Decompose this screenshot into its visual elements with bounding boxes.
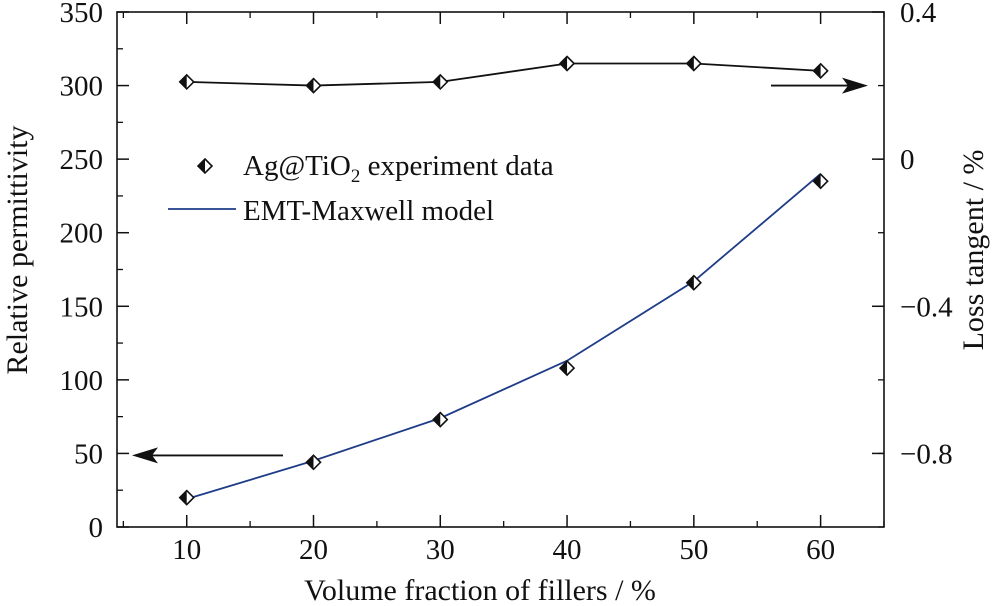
marker-fill: [433, 412, 441, 427]
series-layer: [178, 55, 829, 506]
x-tick-label: 30: [426, 534, 455, 566]
axis-ticks: [117, 11, 885, 528]
experiment-point: [305, 454, 322, 471]
y-axis-right-title: Loss tangent / %: [957, 150, 990, 351]
legend-marker-experiment: [196, 157, 214, 175]
loss-tangent-point: [305, 77, 322, 94]
y-right-tick-label: 0: [900, 144, 915, 176]
loss-tangent-point: [178, 73, 195, 91]
marker-fill: [560, 361, 568, 376]
y-left-tick-label: 50: [74, 438, 103, 470]
loss-tangent-point: [432, 73, 449, 91]
marker-fill: [306, 455, 314, 470]
x-tick-label: 40: [553, 534, 582, 566]
plot-frame: [116, 11, 885, 528]
arrow-left-head: [132, 447, 158, 464]
loss-tangent-point: [812, 62, 829, 79]
y-left-tick-label: 0: [89, 512, 104, 544]
experiment-point: [685, 274, 702, 291]
loss-tangent-point: [685, 55, 702, 72]
experiment-point: [812, 173, 829, 190]
legend-label-subscript: 2: [351, 166, 361, 187]
y-right-tick-label: 0.4: [900, 0, 937, 29]
experiment-point: [432, 411, 449, 428]
series-emt-maxwell-line: [186, 173, 822, 500]
x-tick-label: 50: [679, 534, 708, 566]
marker-fill: [198, 159, 205, 173]
series-loss-tangent-line: [186, 62, 821, 87]
marker-fill: [560, 56, 568, 71]
x-tick-label: 20: [299, 534, 328, 566]
loss-tangent-point: [558, 55, 576, 72]
y-right-tick-label: −0.8: [900, 438, 953, 470]
marker-fill: [433, 74, 441, 89]
legend: Ag@TiO2 experiment data EMT-Maxwell model: [168, 150, 554, 227]
marker-fill: [813, 63, 821, 78]
y-left-tick-label: 350: [60, 0, 104, 29]
arrow-right-head: [842, 77, 868, 94]
marker-fill: [306, 78, 314, 93]
experiment-point: [558, 359, 576, 377]
y-axis-left-title: Relative permittivity: [1, 125, 34, 374]
annotations: [132, 77, 868, 464]
marker-fill: [686, 275, 694, 290]
x-axis-title: Volume fraction of fillers / %: [304, 574, 656, 606]
y-left-tick-label: 200: [60, 218, 104, 250]
marker-fill: [179, 490, 187, 505]
x-tick-label: 60: [806, 534, 835, 566]
marker-fill: [813, 174, 821, 189]
y-left-tick-label: 300: [60, 71, 104, 103]
marker-fill: [179, 74, 187, 89]
experiment-point: [178, 489, 195, 506]
y-left-tick-label: 100: [60, 365, 104, 397]
legend-label-model: EMT-Maxwell model: [243, 195, 494, 227]
y-right-tick-label: −0.4: [900, 291, 953, 323]
marker-fill: [686, 56, 694, 71]
y-left-tick-label: 150: [60, 291, 104, 323]
x-tick-label: 10: [172, 534, 201, 566]
legend-label-experiment: Ag@TiO2 experiment data: [243, 150, 554, 187]
legend-label-part: Ag@TiO: [243, 150, 351, 182]
legend-label-part: experiment data: [360, 150, 553, 182]
tick-labels: 10 20 30 40 50 60050100150200250300350−0.8−0.…: [60, 0, 954, 566]
y-left-tick-label: 250: [60, 144, 104, 176]
